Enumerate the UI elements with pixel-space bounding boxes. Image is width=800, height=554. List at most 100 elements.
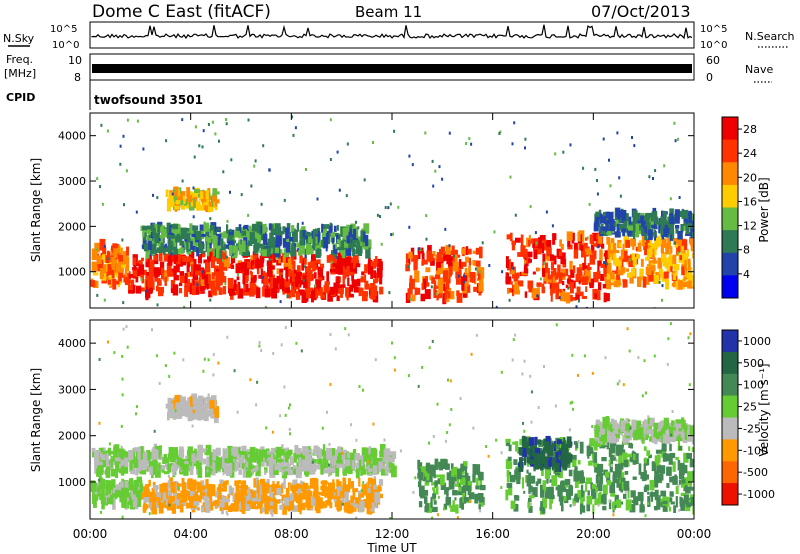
data-cell bbox=[470, 142, 473, 146]
data-cell bbox=[120, 424, 123, 428]
data-cell bbox=[304, 265, 307, 269]
data-cell bbox=[300, 349, 303, 353]
data-cell bbox=[309, 287, 314, 293]
data-cell bbox=[350, 452, 355, 459]
data-cell bbox=[100, 510, 102, 514]
data-cell bbox=[662, 211, 666, 215]
data-cell bbox=[601, 457, 607, 462]
data-cell bbox=[132, 500, 136, 508]
data-cell bbox=[645, 458, 650, 466]
data-cell bbox=[285, 242, 291, 253]
data-cell bbox=[508, 298, 511, 302]
data-cell bbox=[158, 268, 164, 276]
data-cell bbox=[563, 437, 566, 445]
data-cell bbox=[587, 448, 590, 459]
data-cell bbox=[281, 231, 285, 235]
data-cell bbox=[354, 505, 357, 512]
data-cell bbox=[218, 484, 222, 495]
data-cell bbox=[280, 343, 283, 347]
data-cell bbox=[436, 402, 439, 406]
data-cell bbox=[487, 454, 490, 458]
data-cell bbox=[304, 468, 310, 476]
data-cell bbox=[432, 493, 437, 499]
data-cell bbox=[336, 463, 342, 468]
data-cell bbox=[123, 450, 127, 456]
data-cell bbox=[421, 283, 424, 290]
data-cell bbox=[226, 224, 229, 234]
data-cell bbox=[537, 406, 540, 409]
data-cell bbox=[135, 451, 139, 463]
data-cell bbox=[391, 341, 393, 345]
data-cell bbox=[370, 261, 376, 267]
data-cell bbox=[675, 428, 679, 437]
data-cell bbox=[467, 248, 472, 255]
data-cell bbox=[334, 347, 337, 351]
data-cell bbox=[341, 451, 344, 455]
data-cell bbox=[225, 244, 229, 249]
data-cell bbox=[126, 118, 129, 122]
data-cell bbox=[329, 382, 332, 386]
data-cell bbox=[201, 253, 205, 258]
data-cell bbox=[245, 485, 248, 490]
data-cell bbox=[446, 287, 452, 294]
data-cell bbox=[613, 250, 620, 254]
data-cell bbox=[195, 463, 201, 468]
data-cell bbox=[363, 231, 366, 242]
colorbar-frame bbox=[721, 329, 739, 506]
power-y-axis-label: Slant Range [km] bbox=[29, 158, 43, 262]
data-cell bbox=[669, 476, 674, 483]
data-cell bbox=[197, 507, 200, 511]
data-cell bbox=[652, 260, 658, 264]
data-cell bbox=[557, 264, 561, 274]
data-cell bbox=[584, 256, 587, 266]
data-cell bbox=[300, 480, 303, 489]
data-cell bbox=[273, 238, 276, 247]
data-cell bbox=[661, 428, 665, 434]
data-cell bbox=[207, 123, 210, 126]
data-cell bbox=[637, 356, 640, 360]
data-cell bbox=[227, 445, 233, 456]
data-cell bbox=[669, 322, 672, 326]
data-cell bbox=[260, 349, 263, 353]
data-cell bbox=[342, 273, 346, 280]
data-cell bbox=[192, 461, 197, 467]
data-cell bbox=[654, 506, 658, 511]
data-cell bbox=[476, 264, 479, 276]
data-cell bbox=[178, 231, 184, 239]
data-cell bbox=[164, 364, 167, 368]
data-cell bbox=[679, 462, 685, 470]
data-cell bbox=[645, 276, 650, 285]
data-cell bbox=[92, 262, 97, 267]
data-cell bbox=[465, 256, 469, 263]
data-cell bbox=[677, 460, 681, 471]
data-cell bbox=[572, 232, 575, 241]
data-cell bbox=[236, 276, 240, 281]
data-cell bbox=[668, 213, 672, 221]
data-cell bbox=[622, 230, 626, 237]
data-cell bbox=[149, 498, 152, 509]
data-cell bbox=[290, 484, 296, 492]
data-cell bbox=[379, 450, 384, 458]
data-cell bbox=[318, 270, 323, 278]
data-cell bbox=[197, 467, 203, 478]
data-cell bbox=[606, 275, 612, 280]
data-cell bbox=[149, 287, 153, 294]
data-cell bbox=[141, 452, 148, 463]
data-cell bbox=[678, 240, 684, 252]
data-cell bbox=[141, 492, 147, 500]
data-cell bbox=[142, 230, 147, 237]
data-cell bbox=[322, 480, 327, 492]
data-cell bbox=[434, 169, 437, 173]
data-cell bbox=[373, 270, 377, 278]
data-cell bbox=[288, 467, 291, 471]
y-tick-label: 2000 bbox=[58, 430, 86, 443]
data-cell bbox=[661, 284, 664, 288]
data-cell bbox=[186, 187, 191, 198]
data-cell bbox=[478, 282, 484, 292]
data-cell bbox=[189, 283, 192, 295]
data-cell bbox=[409, 282, 413, 292]
data-cell bbox=[231, 454, 237, 463]
data-cell bbox=[417, 248, 421, 259]
data-cell bbox=[649, 422, 652, 432]
colorbar-swatch bbox=[722, 483, 738, 506]
